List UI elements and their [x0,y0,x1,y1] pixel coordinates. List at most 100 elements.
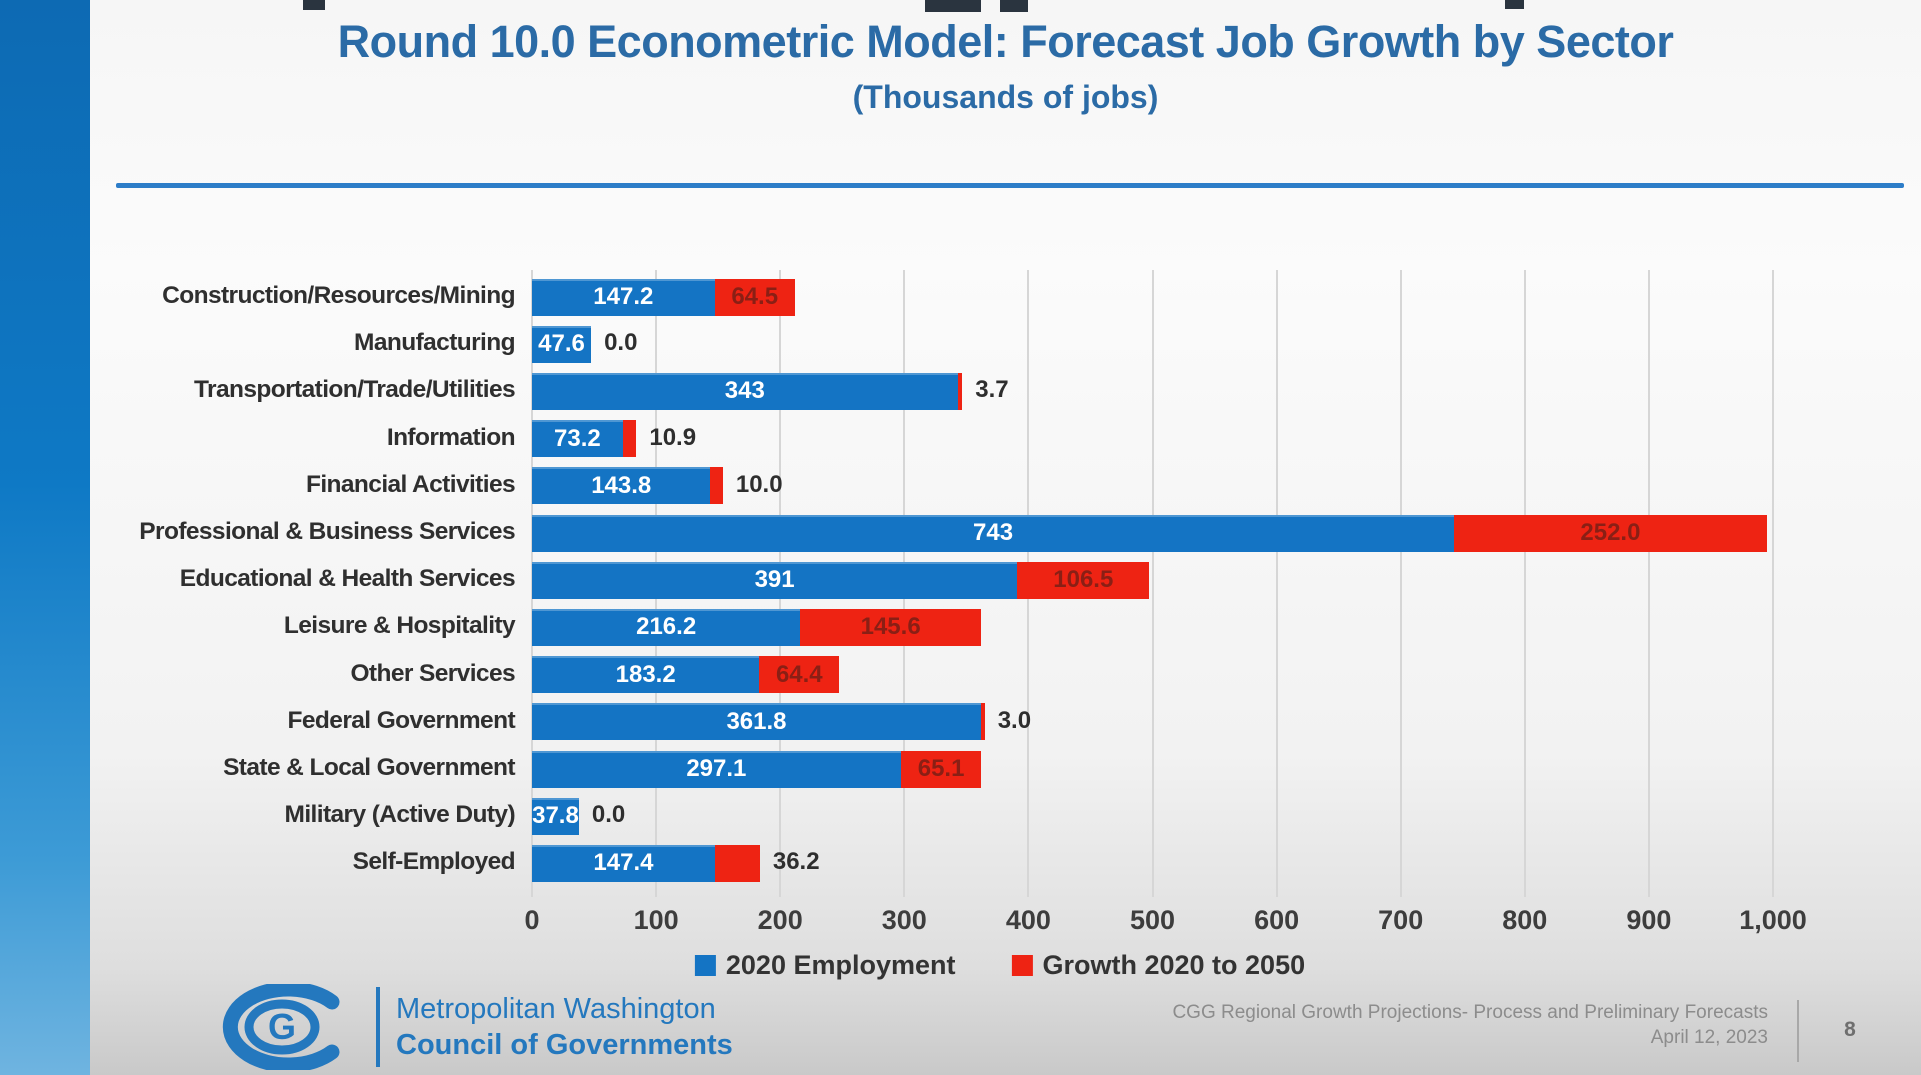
x-axis-tick: 400 [1005,905,1051,935]
slide-subtitle: (Thousands of jobs) [852,79,1159,115]
category-label: Self-Employed [352,848,516,876]
x-axis-tick: 600 [1254,905,1300,935]
bar-2020-employment: 343 [532,372,958,410]
bar-value-2020: 343 [724,377,765,405]
bar-value-2020: 216.2 [636,613,697,641]
category-label: Construction/Resources/Mining [162,282,515,309]
footer-credit-line1: CGG Regional Growth Projections- Process… [1172,1002,1768,1023]
bar-value-2020: 37.8 [532,802,579,830]
category-label: Manufacturing [354,329,516,357]
video-artifact [925,0,981,12]
video-artifact [303,0,325,10]
bar-value-2020: 297.1 [686,755,747,782]
legend-swatch-employment [694,955,716,976]
bar-growth-2020-2050 [957,372,963,410]
bar-growth-2020-2050: 145.6 [800,608,981,646]
gridline [1772,270,1774,897]
bar-growth-2020-2050 [710,467,723,505]
x-axis-tick: 200 [757,905,803,935]
bar-value-growth: 0.0 [591,801,626,829]
bar-growth-2020-2050: 252.0 [1454,514,1767,552]
page-number: 8 [1844,1018,1856,1041]
legend-label-employment: 2020 Employment [725,950,956,980]
bar-value-growth: 10.9 [649,423,697,451]
bar-value-growth: 3.7 [975,376,1009,404]
bar-growth-2020-2050 [714,844,760,882]
x-axis-tick: 500 [1129,905,1176,935]
bar-value-growth: 65.1 [917,755,965,782]
legend-item-employment: 2020 Employment [694,950,956,981]
bar-growth-2020-2050: 64.5 [714,278,795,316]
category-label: Information [386,423,516,451]
gridline [1647,270,1650,897]
bar-2020-employment: 143.8 [532,467,711,505]
bar-value-2020: 183.2 [615,660,676,688]
category-label: Professional & Business Services [139,518,515,545]
bar-value-growth: 36.2 [772,848,820,876]
footer-page-divider [1797,1000,1799,1062]
svg-text:G: G [268,1006,296,1047]
category-label: Financial Activities [305,470,516,498]
bar-growth-2020-2050: 64.4 [759,656,840,694]
category-label: State & Local Government [223,754,516,781]
org-divider [376,987,380,1067]
slide-title: Round 10.0 Econometric Model: Forecast J… [337,16,1674,67]
bar-growth-2020-2050 [622,420,637,458]
bar-2020-employment: 73.2 [532,420,623,458]
legend-swatch-growth [1011,955,1033,976]
bar-value-growth: 10.0 [735,470,783,498]
bar-value-2020: 47.6 [538,330,585,358]
x-axis-tick: 300 [881,905,927,935]
title-divider-rule [116,183,1904,188]
category-label: Military (Active Duty) [284,801,516,829]
bar-value-growth: 64.5 [731,283,779,310]
org-name-line2: Council of Governments [396,1029,733,1061]
x-axis-tick: 1,000 [1739,905,1807,935]
org-branding: G Metropolitan Washington Council of Gov… [210,984,733,1070]
org-name-line1: Metropolitan Washington [396,993,716,1025]
left-accent-bar [0,0,90,1075]
chart-legend: 2020 Employment Growth 2020 to 2050 [694,950,1305,981]
bar-growth-2020-2050: 65.1 [900,750,982,788]
bar-value-2020: 147.2 [593,283,654,310]
bar-2020-employment: 743 [532,514,1455,552]
x-axis-tick: 0 [524,905,540,935]
bar-2020-employment: 216.2 [532,608,801,646]
x-axis-tick: 900 [1626,905,1672,935]
category-label: Transportation/Trade/Utilities [194,376,516,404]
category-label: Federal Government [287,706,516,734]
bar-value-growth: 0.0 [604,329,638,357]
gridline [1523,270,1526,897]
cog-logo-icon: G [222,984,340,1070]
bar-2020-employment: 391 [532,561,1018,599]
video-artifact [1505,0,1524,9]
bar-value-growth: 145.6 [860,613,921,641]
legend-item-growth: Growth 2020 to 2050 [1011,950,1305,981]
category-label: Other Services [350,659,515,687]
bar-value-2020: 361.8 [726,707,787,735]
bar-2020-employment: 297.1 [532,750,901,788]
bar-growth-2020-2050: 106.5 [1017,561,1150,599]
bar-2020-employment: 47.6 [532,325,592,363]
bar-value-2020: 391 [754,566,795,594]
bar-2020-employment: 361.8 [532,703,981,741]
footer-credit: CGG Regional Growth Projections- Process… [1068,1000,1768,1050]
bar-value-2020: 743 [973,519,1014,546]
bar-value-2020: 73.2 [554,424,601,452]
bar-value-2020: 147.4 [593,849,654,877]
gridline [1399,270,1402,897]
gridline [1275,270,1278,897]
bar-value-2020: 143.8 [591,471,652,499]
bar-2020-employment: 183.2 [532,656,760,694]
x-axis-tick: 700 [1378,905,1424,935]
bar-value-growth: 64.4 [775,660,823,688]
bar-value-growth: 252.0 [1580,519,1641,546]
x-axis-tick: 100 [633,905,679,935]
footer-credit-line2: April 12, 2023 [1650,1027,1768,1048]
bar-2020-employment: 147.4 [532,844,715,882]
video-artifact [1000,0,1028,12]
bar-value-growth: 3.0 [997,706,1032,734]
bar-growth-2020-2050 [980,703,985,741]
